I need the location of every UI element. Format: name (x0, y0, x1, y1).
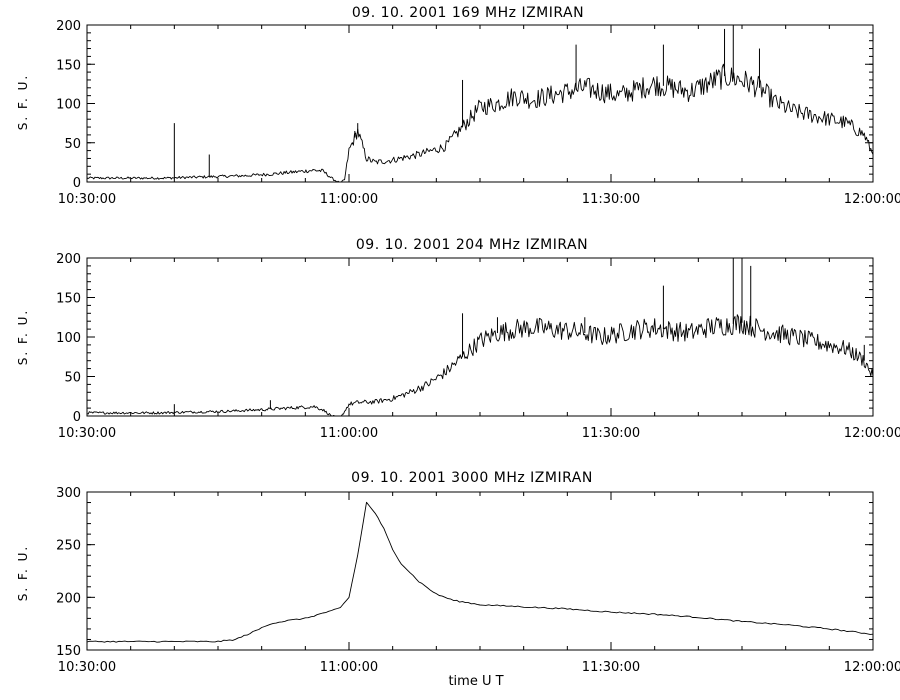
y-tick-label: 300 (56, 486, 81, 501)
x-tick-label: 11:00:00 (320, 426, 378, 441)
x-tick-label: 10:30:00 (58, 192, 116, 207)
y-tick-label: 0 (73, 176, 81, 191)
series-line (86, 63, 874, 183)
x-tick-label: 11:30:00 (582, 192, 640, 207)
plot-frame (86, 491, 874, 651)
x-tick-label: 11:00:00 (320, 192, 378, 207)
y-tick-label: 100 (56, 98, 81, 113)
y-tick-label: 100 (56, 331, 81, 346)
y-tick-label: 250 (56, 539, 81, 554)
y-tick-label: 0 (73, 410, 81, 425)
y-tick-label: 50 (64, 371, 81, 386)
y-tick-label: 200 (56, 19, 81, 34)
y-tick-label: 150 (56, 644, 81, 659)
chart-title: 09. 10. 2001 3000 MHz IZMIRAN (351, 470, 593, 486)
x-tick-label: 11:30:00 (582, 426, 640, 441)
x-tick-label: 11:00:00 (320, 660, 378, 675)
y-tick-label: 150 (56, 58, 81, 73)
series-line (86, 501, 874, 643)
chart-panel-169mhz: 09. 10. 2001 169 MHz IZMIRAN S. F. U. 0 5… (16, 5, 900, 207)
y-tick-label: 200 (56, 591, 81, 606)
y-axis-label: S. F. U. (16, 545, 30, 601)
chart-panel-3000mhz: 09. 10. 2001 3000 MHz IZMIRAN S. F. U. t… (16, 470, 900, 689)
chart-panel-204mhz: 09. 10. 2001 204 MHz IZMIRAN S. F. U. 0 5… (16, 237, 900, 441)
x-axis-label: time U T (448, 674, 503, 689)
x-tick-label: 10:30:00 (58, 426, 116, 441)
chart-title: 09. 10. 2001 204 MHz IZMIRAN (356, 237, 588, 253)
x-tick-label: 12:00:00 (844, 426, 900, 441)
y-tick-label: 200 (56, 252, 81, 267)
y-tick-label: 150 (56, 292, 81, 307)
x-tick-label: 10:30:00 (58, 660, 116, 675)
series-line (86, 314, 874, 417)
x-tick-label: 11:30:00 (582, 660, 640, 675)
x-tick-label: 12:00:00 (844, 660, 900, 675)
y-axis-label: S. F. U. (16, 74, 30, 130)
x-tick-label: 12:00:00 (844, 192, 900, 207)
chart-title: 09. 10. 2001 169 MHz IZMIRAN (352, 5, 584, 21)
y-axis-label: S. F. U. (16, 309, 30, 365)
y-tick-label: 50 (64, 137, 81, 152)
plot-frame (86, 24, 874, 183)
